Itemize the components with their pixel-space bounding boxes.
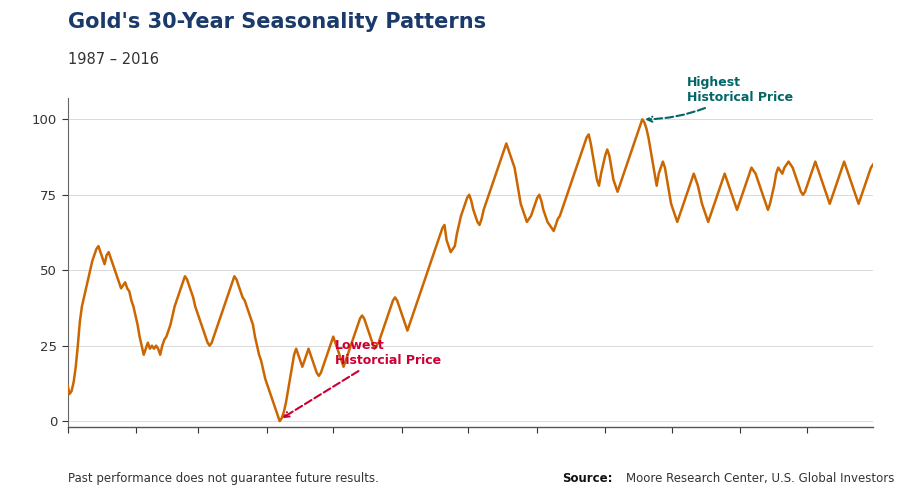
Text: 1987 – 2016: 1987 – 2016 (68, 52, 158, 67)
Text: Source:: Source: (562, 472, 613, 485)
Text: Moore Research Center, U.S. Global Investors: Moore Research Center, U.S. Global Inves… (626, 472, 894, 485)
Text: Past performance does not guarantee future results.: Past performance does not guarantee futu… (68, 472, 378, 485)
Text: Lowest
Historcial Price: Lowest Historcial Price (284, 339, 441, 417)
Text: Gold's 30-Year Seasonality Patterns: Gold's 30-Year Seasonality Patterns (68, 12, 486, 32)
Text: Highest
Historical Price: Highest Historical Price (647, 76, 793, 122)
